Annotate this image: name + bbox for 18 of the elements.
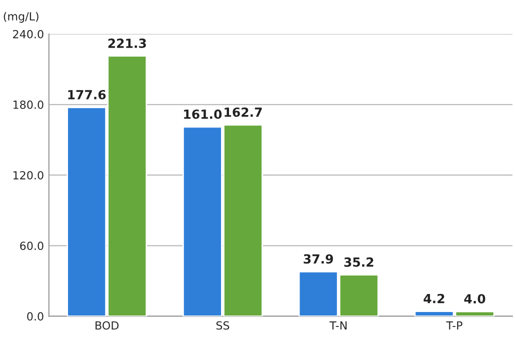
y-axis-title: (mg/L) <box>4 12 38 23</box>
y-tick-label: 180.0 <box>13 100 44 109</box>
y-tick-label: 0.0 <box>27 312 44 321</box>
data-label: 177.6 <box>68 90 106 100</box>
y-tick-label: 120.0 <box>13 171 44 180</box>
data-label: 162.7 <box>224 107 262 117</box>
x-tick-label: T-N <box>330 321 347 330</box>
x-tick-label: SS <box>216 321 230 330</box>
data-label: 35.2 <box>344 257 374 267</box>
data-label: 37.9 <box>304 254 333 264</box>
x-tick-label: T-P <box>446 321 462 330</box>
y-tick-label: 60.0 <box>20 242 44 250</box>
y-tick-label: 240.0 <box>13 30 44 38</box>
data-label: 4.0 <box>464 294 486 304</box>
x-tick-label: BOD <box>96 321 119 330</box>
data-label: 161.0 <box>184 109 222 119</box>
data-label: 221.3 <box>108 38 146 48</box>
data-label: 4.2 <box>424 294 444 304</box>
